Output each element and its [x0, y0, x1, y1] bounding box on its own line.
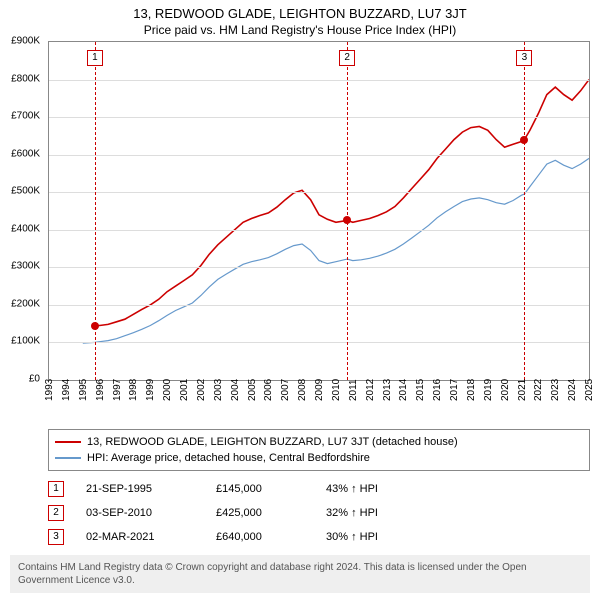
- x-tick-label: 1999: [145, 379, 156, 401]
- x-tick-label: 1996: [95, 379, 106, 401]
- chart-area: £0£100K£200K£300K£400K£500K£600K£700K£80…: [48, 41, 590, 401]
- line-layer: [49, 42, 589, 380]
- gridline: [49, 155, 589, 156]
- event-table-row: 2 03-SEP-2010£425,00032% ↑ HPI: [48, 501, 590, 525]
- series-line: [83, 158, 589, 343]
- event-dot: [343, 216, 351, 224]
- x-tick-label: 2022: [533, 379, 544, 401]
- x-tick-label: 2010: [331, 379, 342, 401]
- gridline: [49, 267, 589, 268]
- gridline: [49, 117, 589, 118]
- x-tick-label: 2018: [466, 379, 477, 401]
- legend: 13, REDWOOD GLADE, LEIGHTON BUZZARD, LU7…: [48, 429, 590, 471]
- x-tick-label: 2020: [500, 379, 511, 401]
- x-tick-label: 2011: [348, 379, 359, 401]
- gridline: [49, 305, 589, 306]
- event-date: 03-SEP-2010: [86, 507, 216, 519]
- x-tick-label: 2024: [567, 379, 578, 401]
- event-price: £640,000: [216, 531, 326, 543]
- event-dot: [91, 322, 99, 330]
- x-tick-label: 2025: [584, 379, 595, 401]
- gridline: [49, 80, 589, 81]
- x-tick-label: 2014: [398, 379, 409, 401]
- x-axis-labels: 1993199419951996199719981999200020012002…: [48, 383, 590, 423]
- x-tick-label: 2002: [196, 379, 207, 401]
- legend-swatch: [55, 441, 81, 443]
- gridline: [49, 230, 589, 231]
- event-price: £145,000: [216, 483, 326, 495]
- x-tick-label: 2012: [365, 379, 376, 401]
- event-table-row: 3 02-MAR-2021£640,00030% ↑ HPI: [48, 525, 590, 549]
- event-pct: 32% ↑ HPI: [326, 507, 446, 519]
- legend-label: 13, REDWOOD GLADE, LEIGHTON BUZZARD, LU7…: [87, 436, 458, 448]
- x-tick-label: 2003: [213, 379, 224, 401]
- x-tick-label: 2013: [382, 379, 393, 401]
- event-pct: 30% ↑ HPI: [326, 531, 446, 543]
- x-tick-label: 2019: [483, 379, 494, 401]
- legend-row: 13, REDWOOD GLADE, LEIGHTON BUZZARD, LU7…: [55, 434, 583, 450]
- x-tick-label: 2016: [432, 379, 443, 401]
- x-tick-label: 1997: [112, 379, 123, 401]
- event-date: 21-SEP-1995: [86, 483, 216, 495]
- x-tick-label: 2021: [517, 379, 528, 401]
- gridline: [49, 192, 589, 193]
- legend-label: HPI: Average price, detached house, Cent…: [87, 452, 370, 464]
- x-tick-label: 2001: [179, 379, 190, 401]
- y-tick-label: £800K: [11, 73, 40, 84]
- event-marker-line: [347, 42, 348, 380]
- y-tick-label: £300K: [11, 261, 40, 272]
- x-tick-label: 2007: [280, 379, 291, 401]
- y-tick-label: £700K: [11, 111, 40, 122]
- y-tick-label: £200K: [11, 298, 40, 309]
- event-price: £425,000: [216, 507, 326, 519]
- y-tick-label: £400K: [11, 223, 40, 234]
- x-tick-label: 1995: [78, 379, 89, 401]
- event-pct: 43% ↑ HPI: [326, 483, 446, 495]
- plot-region: 1 2 3: [48, 41, 590, 381]
- events-table: 1 21-SEP-1995£145,00043% ↑ HPI 2 03-SEP-201…: [48, 477, 590, 549]
- event-row-badge: 2: [48, 505, 64, 521]
- event-badge: 1: [87, 50, 103, 66]
- event-table-row: 1 21-SEP-1995£145,00043% ↑ HPI: [48, 477, 590, 501]
- x-tick-label: 2015: [415, 379, 426, 401]
- event-row-badge: 1: [48, 481, 64, 497]
- event-badge: 2: [339, 50, 355, 66]
- chart-subtitle: Price paid vs. HM Land Registry's House …: [0, 21, 600, 41]
- x-tick-label: 1994: [61, 379, 72, 401]
- x-tick-label: 2017: [449, 379, 460, 401]
- event-row-badge: 3: [48, 529, 64, 545]
- event-marker-line: [524, 42, 525, 380]
- x-tick-label: 2004: [230, 379, 241, 401]
- event-date: 02-MAR-2021: [86, 531, 216, 543]
- event-dot: [520, 136, 528, 144]
- y-tick-label: £500K: [11, 186, 40, 197]
- legend-swatch: [55, 457, 81, 459]
- x-tick-label: 2005: [247, 379, 258, 401]
- y-tick-label: £900K: [11, 36, 40, 47]
- x-tick-label: 2006: [263, 379, 274, 401]
- x-tick-label: 2008: [297, 379, 308, 401]
- y-tick-label: £600K: [11, 148, 40, 159]
- x-tick-label: 1998: [128, 379, 139, 401]
- y-tick-label: £0: [29, 374, 40, 385]
- chart-title: 13, REDWOOD GLADE, LEIGHTON BUZZARD, LU7…: [0, 0, 600, 21]
- x-tick-label: 2000: [162, 379, 173, 401]
- x-tick-label: 2023: [550, 379, 561, 401]
- event-badge: 3: [516, 50, 532, 66]
- y-tick-label: £100K: [11, 336, 40, 347]
- legend-row: HPI: Average price, detached house, Cent…: [55, 450, 583, 466]
- footer-attribution: Contains HM Land Registry data © Crown c…: [10, 555, 590, 593]
- x-tick-label: 2009: [314, 379, 325, 401]
- gridline: [49, 342, 589, 343]
- x-tick-label: 1993: [44, 379, 55, 401]
- y-axis-labels: £0£100K£200K£300K£400K£500K£600K£700K£80…: [2, 41, 44, 381]
